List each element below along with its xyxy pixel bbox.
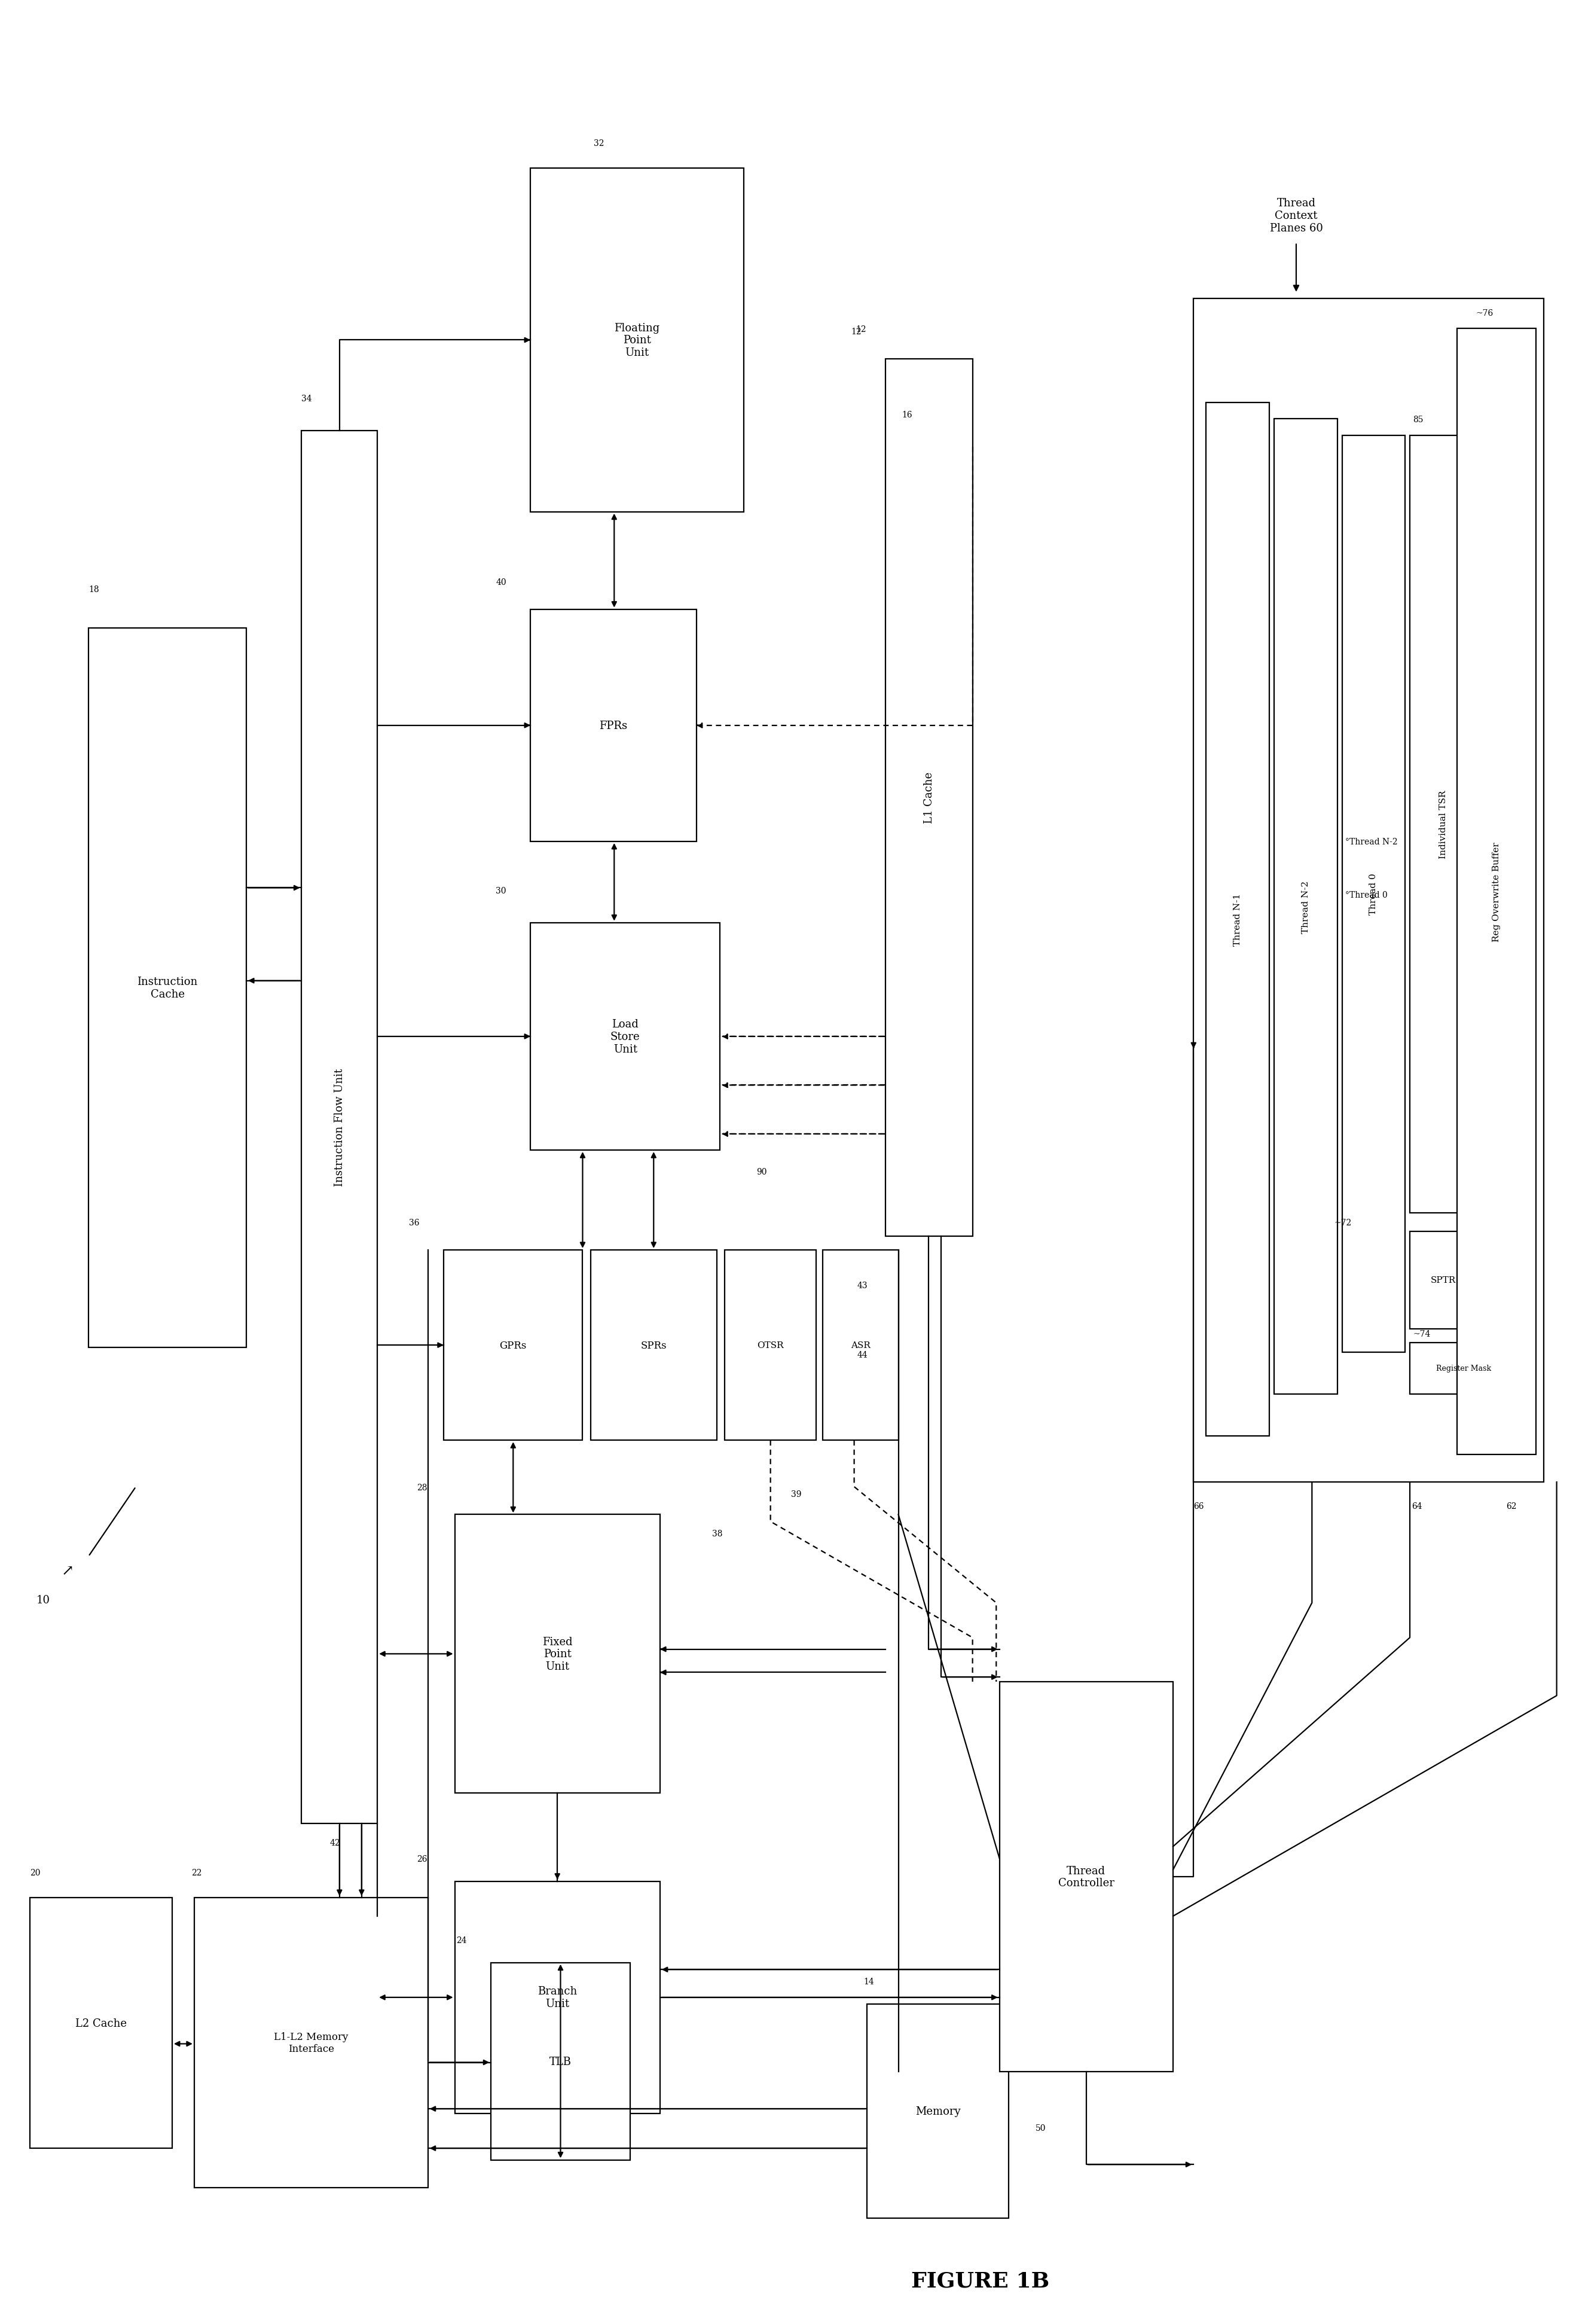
Bar [1410,1343,1517,1394]
Text: Branch
Unit: Branch Unit [538,1985,577,2008]
Bar [530,609,696,841]
Text: Individual TSR: Individual TSR [1438,790,1448,858]
Bar [443,1250,582,1441]
Text: 64: 64 [1411,1501,1422,1511]
Text: 62: 62 [1506,1501,1517,1511]
Text: °Thread N-2: °Thread N-2 [1345,837,1397,846]
Text: 90: 90 [756,1167,767,1176]
Text: 16: 16 [902,411,913,418]
Text: TLB: TLB [549,2057,571,2066]
Bar [530,923,720,1150]
Bar [725,1250,816,1441]
Text: 66: 66 [1193,1501,1204,1511]
Text: Thread
Controller: Thread Controller [1058,1866,1114,1889]
Text: 32: 32 [593,139,604,149]
Text: Reg Overwrite Buffer: Reg Overwrite Buffer [1492,841,1501,941]
Bar [530,170,744,511]
Text: 36: 36 [410,1218,419,1227]
Text: ~74: ~74 [1413,1329,1430,1339]
Text: Memory: Memory [916,2106,960,2117]
Text: Fixed
Point
Unit: Fixed Point Unit [543,1636,573,1671]
Text: ~76: ~76 [1476,309,1493,318]
Bar [1342,435,1405,1353]
Bar [1205,402,1269,1436]
Text: Thread N-2: Thread N-2 [1302,881,1310,932]
Text: SPRs: SPRs [641,1341,666,1350]
Text: 39: 39 [791,1490,802,1499]
Bar [1410,435,1476,1213]
Bar [867,2003,1009,2217]
Bar [1000,1683,1172,2071]
Text: L1-L2 Memory
Interface: L1-L2 Memory Interface [274,2031,348,2054]
Bar [490,1964,630,2159]
Text: 50: 50 [1036,2124,1046,2131]
Text: Instruction Flow Unit: Instruction Flow Unit [334,1069,345,1185]
Bar [1193,300,1544,1483]
Bar [302,430,378,1824]
Text: 30: 30 [495,888,506,895]
Text: 28: 28 [416,1483,427,1492]
Bar [886,358,973,1236]
Text: OTSR: OTSR [758,1341,783,1350]
Text: 40: 40 [495,579,506,586]
Text: Thread 0: Thread 0 [1370,874,1378,916]
Text: 12: 12 [856,325,867,335]
Bar [1457,330,1536,1455]
Bar [30,1899,172,2147]
Text: Load
Store
Unit: Load Store Unit [611,1018,641,1055]
Text: ASR: ASR [851,1341,870,1350]
Bar [590,1250,717,1441]
Bar [1274,418,1337,1394]
Bar [823,1250,899,1441]
Text: 34: 34 [302,395,312,402]
Text: Thread
Context
Planes 60: Thread Context Planes 60 [1270,198,1323,235]
Text: 38: 38 [712,1529,723,1538]
Text: 24: 24 [456,1936,467,1945]
Text: FPRs: FPRs [600,720,628,732]
Bar [454,1515,660,1794]
Text: ↗: ↗ [62,1564,74,1578]
Text: 10: 10 [36,1594,51,1606]
Bar [89,627,247,1348]
Text: GPRs: GPRs [500,1341,527,1350]
Text: 42: 42 [331,1838,340,1848]
Text: Floating
Point
Unit: Floating Point Unit [614,323,660,358]
Text: 12: 12 [851,328,862,337]
Text: SPTR: SPTR [1430,1276,1455,1285]
Bar [1410,1232,1476,1329]
Text: 18: 18 [89,586,100,593]
Text: Instruction
Cache: Instruction Cache [138,976,198,999]
Text: ~72: ~72 [1334,1218,1351,1227]
Text: 43: 43 [857,1281,869,1290]
Text: 44: 44 [857,1350,869,1360]
Text: FIGURE 1B: FIGURE 1B [911,2271,1049,2291]
Text: °Thread 0: °Thread 0 [1345,890,1387,899]
Text: L1 Cache: L1 Cache [924,772,935,823]
Text: 26: 26 [416,1855,427,1864]
Bar [195,1899,427,2187]
Text: L2 Cache: L2 Cache [76,2017,127,2029]
Text: 20: 20 [30,1868,41,1878]
Text: Register Mask: Register Mask [1436,1364,1492,1373]
Text: 85: 85 [1413,416,1424,423]
Text: 14: 14 [864,1978,875,1985]
Bar [454,1882,660,2113]
Text: 22: 22 [191,1868,201,1878]
Text: Thread N-1: Thread N-1 [1234,892,1242,946]
